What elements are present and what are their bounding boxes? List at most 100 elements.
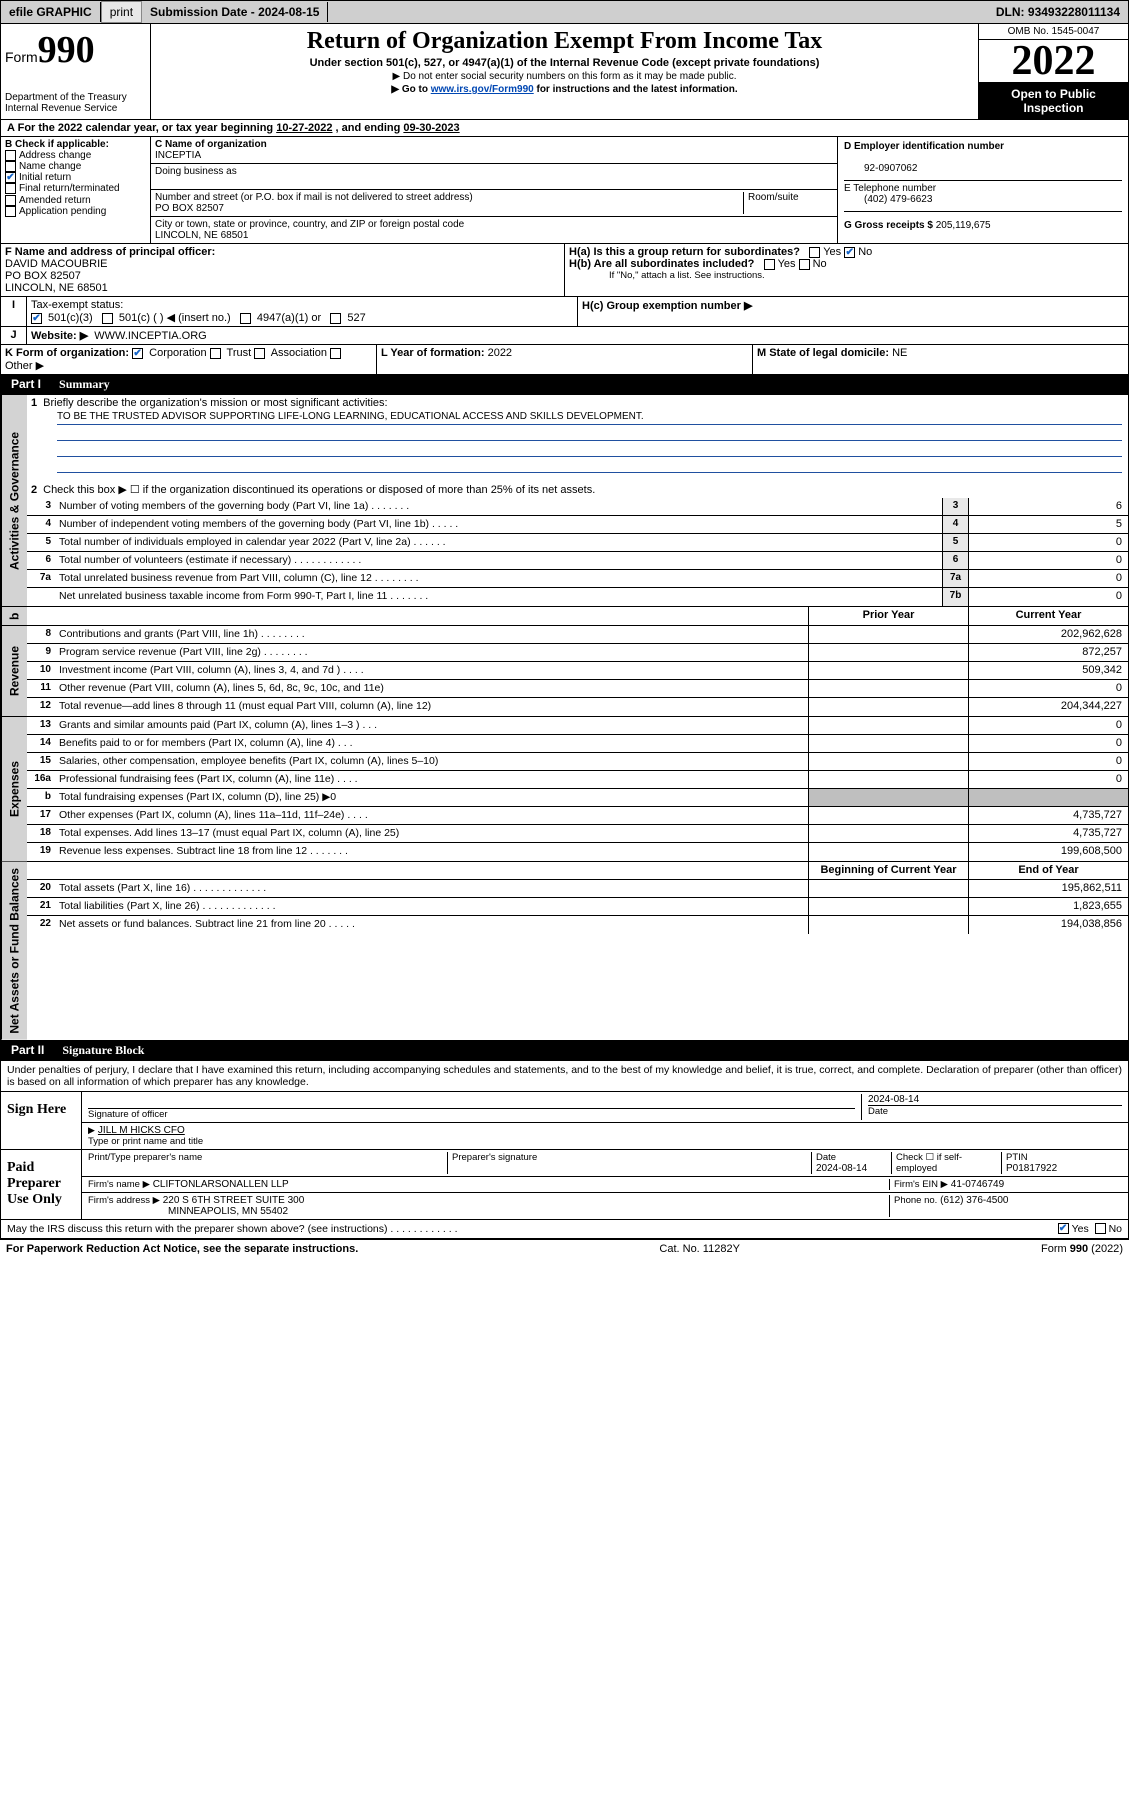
dln: DLN: 93493228011134 [988, 2, 1128, 22]
table-row: 14Benefits paid to or for members (Part … [27, 735, 1128, 753]
side-net: Net Assets or Fund Balances [1, 862, 27, 1040]
form-number-box: Form990 Department of the Treasury Inter… [1, 24, 151, 119]
mission-text: TO BE THE TRUSTED ADVISOR SUPPORTING LIF… [57, 411, 1122, 425]
discuss-yes-checkbox[interactable] [1058, 1223, 1069, 1234]
i-checkbox-0[interactable] [31, 313, 42, 324]
discuss-row: May the IRS discuss this return with the… [1, 1219, 1128, 1238]
print-button[interactable]: print [101, 1, 142, 23]
prep-date-label: Date [816, 1152, 836, 1163]
table-row: 19Revenue less expenses. Subtract line 1… [27, 843, 1128, 861]
gross-label: G Gross receipts $ [844, 220, 933, 231]
k-checkbox-1[interactable] [210, 348, 221, 359]
b-option-2: Initial return [19, 172, 71, 183]
firm-ein-label: Firm's EIN ▶ [894, 1179, 948, 1190]
open-inspection: Open to Public Inspection [979, 83, 1128, 119]
table-row: bTotal fundraising expenses (Part IX, co… [27, 789, 1128, 807]
colheader-b: b Prior Year Current Year [0, 607, 1129, 626]
dba-label: Doing business as [155, 166, 237, 177]
hb-yes-checkbox[interactable] [764, 259, 775, 270]
self-employed-label: Check ☐ if self-employed [896, 1152, 962, 1174]
b-checkbox-3[interactable] [5, 183, 16, 194]
form-subtitle: Under section 501(c), 527, or 4947(a)(1)… [157, 57, 972, 69]
b-option-1: Name change [19, 161, 81, 172]
i-checkbox-2[interactable] [240, 313, 251, 324]
website-label: Website: ▶ [31, 330, 88, 342]
pra-notice: For Paperwork Reduction Act Notice, see … [6, 1243, 358, 1255]
table-row: 11Other revenue (Part VIII, column (A), … [27, 680, 1128, 698]
firm-phone: (612) 376-4500 [940, 1195, 1008, 1206]
b-checkbox-4[interactable] [5, 195, 16, 206]
part1-title: Summary [51, 375, 118, 394]
b-option-3: Final return/terminated [19, 184, 120, 195]
section-fh: F Name and address of principal officer:… [0, 244, 1129, 297]
year-box: OMB No. 1545-0047 2022 Open to Public In… [978, 24, 1128, 119]
mission-line2 [57, 427, 1122, 441]
firm-phone-label: Phone no. [894, 1195, 937, 1206]
part2-header: Part II Signature Block [0, 1041, 1129, 1061]
part1-header: Part I Summary [0, 375, 1129, 395]
page-footer: For Paperwork Reduction Act Notice, see … [0, 1239, 1129, 1258]
net-header: Net Assets or Fund Balances Beginning of… [0, 862, 1129, 1041]
website-value: WWW.INCEPTIA.ORG [94, 330, 206, 342]
ptin-value: P01817922 [1006, 1163, 1057, 1174]
b-checkbox-2[interactable] [5, 172, 16, 183]
prep-sig-label: Preparer's signature [452, 1152, 537, 1163]
b-checkbox-0[interactable] [5, 150, 16, 161]
state-domicile: NE [892, 347, 907, 359]
firm-name: CLIFTONLARSONALLEN LLP [153, 1179, 289, 1190]
form-header: Form990 Department of the Treasury Inter… [0, 24, 1129, 120]
line-j: J Website: ▶ WWW.INCEPTIA.ORG [0, 327, 1129, 345]
hb-no-checkbox[interactable] [799, 259, 810, 270]
l-label: L Year of formation: [381, 347, 485, 359]
table-row: 9Program service revenue (Part VIII, lin… [27, 644, 1128, 662]
begin-year-header: Beginning of Current Year [808, 862, 968, 879]
officer-addr: PO BOX 82507 [5, 270, 81, 282]
h-b-note: If "No," attach a list. See instructions… [569, 270, 1124, 281]
b-option-4: Amended return [19, 195, 91, 206]
ha-yes-checkbox[interactable] [809, 247, 820, 258]
name-title-label: Type or print name and title [88, 1136, 203, 1147]
org-name: INCEPTIA [155, 150, 201, 161]
sig-officer-label: Signature of officer [88, 1109, 168, 1120]
k-checkbox-0[interactable] [132, 348, 143, 359]
k-checkbox-3[interactable] [330, 348, 341, 359]
part1-label: Part I [1, 375, 51, 394]
org-city: LINCOLN, NE 68501 [155, 230, 248, 241]
line-a: A For the 2022 calendar year, or tax yea… [0, 120, 1129, 137]
addr-label: Number and street (or P.O. box if mail i… [155, 192, 473, 203]
c-name-label: C Name of organization [155, 139, 267, 150]
line-klm: K Form of organization: Corporation Trus… [0, 345, 1129, 375]
table-row: 16aProfessional fundraising fees (Part I… [27, 771, 1128, 789]
firm-addr-label: Firm's address ▶ [88, 1195, 160, 1206]
i-checkbox-3[interactable] [330, 313, 341, 324]
b-checkbox-5[interactable] [5, 206, 16, 217]
form-title: Return of Organization Exempt From Incom… [157, 28, 972, 55]
part2-title: Signature Block [54, 1041, 152, 1060]
ptin-label: PTIN [1006, 1152, 1028, 1163]
summary-row: 4Number of independent voting members of… [27, 516, 1128, 534]
sig-date: 2024-08-14 [868, 1094, 919, 1105]
table-row: 20Total assets (Part X, line 16) . . . .… [27, 880, 1128, 898]
signature-block: Under penalties of perjury, I declare th… [0, 1061, 1129, 1239]
officer-print-name: JILL M HICKS CFO [98, 1125, 185, 1136]
h-a: H(a) Is this a group return for subordin… [569, 246, 1124, 258]
side-activities: Activities & Governance [1, 395, 27, 606]
year-formation: 2022 [488, 347, 512, 359]
b-checkbox-1[interactable] [5, 161, 16, 172]
b-option-5: Application pending [19, 206, 106, 217]
i-checkbox-1[interactable] [102, 313, 113, 324]
table-row: 12Total revenue—add lines 8 through 11 (… [27, 698, 1128, 716]
officer-name: DAVID MACOUBRIE [5, 258, 107, 270]
current-year-header: Current Year [968, 607, 1128, 625]
tax-year: 2022 [979, 40, 1128, 83]
activities-governance: Activities & Governance 1Briefly describ… [0, 395, 1129, 607]
table-row: 13Grants and similar amounts paid (Part … [27, 717, 1128, 735]
m-label: M State of legal domicile: [757, 347, 889, 359]
table-row: 18Total expenses. Add lines 13–17 (must … [27, 825, 1128, 843]
irs-link[interactable]: www.irs.gov/Form990 [431, 84, 534, 95]
mission-line3 [57, 443, 1122, 457]
k-checkbox-2[interactable] [254, 348, 265, 359]
discuss-no-checkbox[interactable] [1095, 1223, 1106, 1234]
ha-no-checkbox[interactable] [844, 247, 855, 258]
expenses-section: Expenses 13Grants and similar amounts pa… [0, 717, 1129, 862]
